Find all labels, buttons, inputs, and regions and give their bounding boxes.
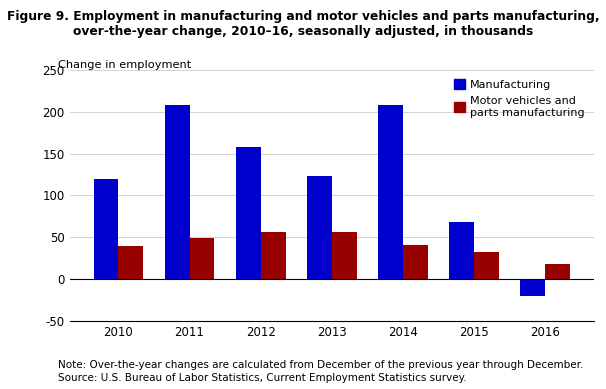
Bar xyxy=(307,176,332,279)
Bar xyxy=(190,238,215,279)
Text: over-the-year change, 2010–16, seasonally adjusted, in thousands: over-the-year change, 2010–16, seasonall… xyxy=(73,25,533,38)
Bar xyxy=(165,105,190,279)
Text: Figure 9. Employment in manufacturing and motor vehicles and parts manufacturing: Figure 9. Employment in manufacturing an… xyxy=(7,10,599,23)
Text: Change in employment: Change in employment xyxy=(58,60,191,70)
Bar xyxy=(118,246,143,279)
Bar xyxy=(261,232,285,279)
Bar xyxy=(332,232,357,279)
Bar xyxy=(521,279,545,296)
Bar xyxy=(403,245,428,279)
Text: Note: Over-the-year changes are calculated from December of the previous year th: Note: Over-the-year changes are calculat… xyxy=(58,360,583,370)
Bar xyxy=(545,264,570,279)
Text: Source: U.S. Bureau of Labor Statistics, Current Employment Statistics survey.: Source: U.S. Bureau of Labor Statistics,… xyxy=(58,373,466,384)
Bar xyxy=(236,147,261,279)
Legend: Manufacturing, Motor vehicles and
parts manufacturing: Manufacturing, Motor vehicles and parts … xyxy=(450,75,588,121)
Bar xyxy=(474,252,499,279)
Bar xyxy=(449,222,474,279)
Bar xyxy=(378,105,403,279)
Bar xyxy=(93,179,118,279)
